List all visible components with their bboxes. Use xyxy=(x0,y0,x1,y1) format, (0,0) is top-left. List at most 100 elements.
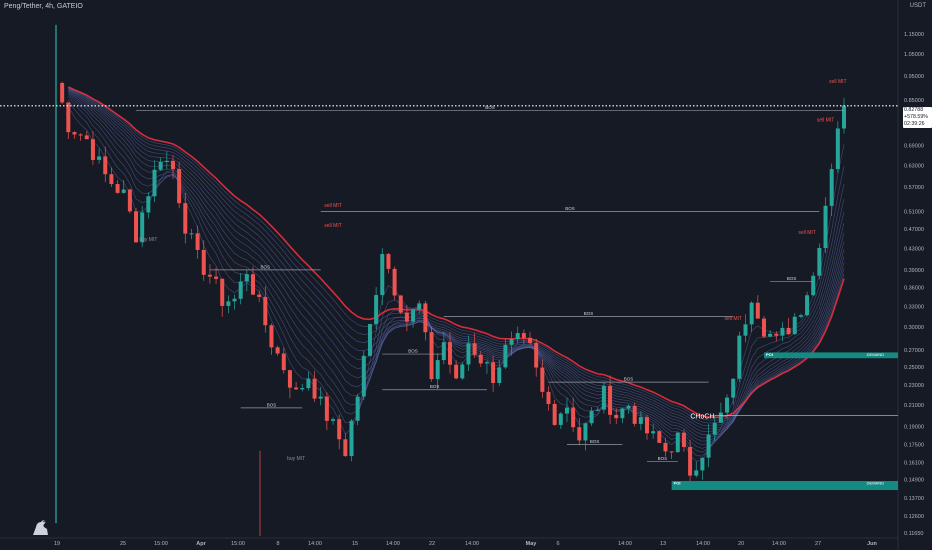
candle-body xyxy=(140,212,145,243)
candle-body xyxy=(343,439,348,457)
candle-body xyxy=(614,414,619,419)
y-tick-label: 0.33000 xyxy=(904,304,924,310)
ema-ribbon-line xyxy=(68,92,845,446)
mit-label: sell MIT xyxy=(724,316,742,322)
bos-label: BOS xyxy=(430,384,440,389)
bar-countdown: 02:39:26 xyxy=(904,121,925,127)
candle-body xyxy=(238,281,243,299)
candle-body xyxy=(774,333,779,336)
candle-body xyxy=(595,409,600,411)
candle-body xyxy=(491,362,496,384)
candle-body xyxy=(398,295,403,313)
candle-body xyxy=(269,325,274,348)
symbol-header[interactable]: Peng/Tether, 4h, GATEIO xyxy=(4,3,83,10)
candle-body xyxy=(349,420,354,457)
candle-body xyxy=(725,397,730,413)
bos-label: BOS xyxy=(267,402,277,407)
candle-body xyxy=(306,378,311,389)
y-tick-label: 0.13700 xyxy=(904,496,924,502)
mit-label: buy MIT xyxy=(287,456,305,462)
x-tick-label: 19 xyxy=(54,541,60,547)
candle-body xyxy=(318,396,323,399)
candle-body xyxy=(737,335,742,379)
candle-body xyxy=(540,367,545,392)
x-tick-label: 27 xyxy=(815,541,821,547)
mit-label: sell MIT xyxy=(829,79,847,85)
candle-body xyxy=(121,189,126,193)
candle-body xyxy=(177,169,182,204)
x-tick-label: 15 xyxy=(352,541,358,547)
candle-body xyxy=(669,451,674,453)
candle-body xyxy=(663,442,668,452)
candle-body xyxy=(72,132,77,135)
x-tick-label: 22 xyxy=(429,541,435,547)
candle-body xyxy=(404,312,409,322)
candle-body xyxy=(466,343,471,365)
candle-body xyxy=(718,412,723,423)
tradingview-dino-icon[interactable] xyxy=(30,515,52,537)
bos-label: BOS xyxy=(408,349,418,354)
x-tick-label: May xyxy=(526,541,538,547)
poi-label: POI xyxy=(766,352,773,357)
candle-body xyxy=(589,410,594,424)
candle-body xyxy=(706,434,711,458)
candle-body xyxy=(386,254,391,269)
last-price: 0.82788 xyxy=(904,107,924,113)
candle-body xyxy=(214,276,219,279)
x-tick-label: Jun xyxy=(867,541,877,547)
candle-body xyxy=(78,134,83,136)
candle-body xyxy=(484,362,489,364)
candle-body xyxy=(626,405,631,409)
candle-body xyxy=(158,162,163,170)
candle-body xyxy=(583,423,588,441)
candle-body xyxy=(454,364,459,379)
candle-body xyxy=(380,254,385,296)
y-tick-label: 0.85000 xyxy=(904,98,924,104)
candle-body xyxy=(755,302,760,319)
mit-label: sell MIT xyxy=(324,223,342,229)
candle-body xyxy=(817,247,822,276)
currency-unit: USDT xyxy=(909,3,926,9)
y-tick-label: 0.19000 xyxy=(904,425,924,431)
x-tick-label: 14:00 xyxy=(618,541,632,547)
y-tick-label: 0.51000 xyxy=(904,209,924,215)
y-tick-label: 0.21000 xyxy=(904,403,924,409)
candle-body xyxy=(509,339,514,345)
y-tick-label: 0.30000 xyxy=(904,325,924,331)
candle-body xyxy=(552,403,557,425)
x-tick-label: 14:00 xyxy=(772,541,786,547)
x-tick-label: 13 xyxy=(660,541,666,547)
candle-body xyxy=(521,333,526,338)
mit-label: sell MIT xyxy=(324,203,342,209)
y-tick-label: 1.05000 xyxy=(904,52,924,58)
candle-body xyxy=(195,233,200,250)
candle-body xyxy=(441,342,446,361)
candle-body xyxy=(681,432,686,448)
ema-ribbon-line xyxy=(68,90,845,442)
candle-body xyxy=(577,427,582,441)
candle-body xyxy=(712,422,717,435)
x-tick-label: 14:00 xyxy=(386,541,400,547)
candle-body xyxy=(798,315,803,317)
y-tick-label: 0.14900 xyxy=(904,478,924,484)
y-tick-label: 0.27000 xyxy=(904,348,924,354)
candle-body xyxy=(331,419,336,421)
candle-body xyxy=(90,139,95,160)
candle-body xyxy=(134,211,139,243)
candle-body xyxy=(337,419,342,440)
candle-body xyxy=(367,324,372,356)
candle-body xyxy=(823,205,828,248)
candle-body xyxy=(226,301,231,306)
ema-ribbon-line xyxy=(68,96,845,453)
candle-body xyxy=(497,367,502,384)
candle-body xyxy=(281,353,286,371)
x-tick-label: 20 xyxy=(738,541,744,547)
candle-body xyxy=(534,343,539,368)
candle-body xyxy=(688,447,693,476)
candle-body xyxy=(601,385,606,410)
y-tick-label: 0.16100 xyxy=(904,461,924,467)
candle-body xyxy=(60,82,65,103)
candle-body xyxy=(189,233,194,235)
bos-label: BOS xyxy=(565,206,575,211)
